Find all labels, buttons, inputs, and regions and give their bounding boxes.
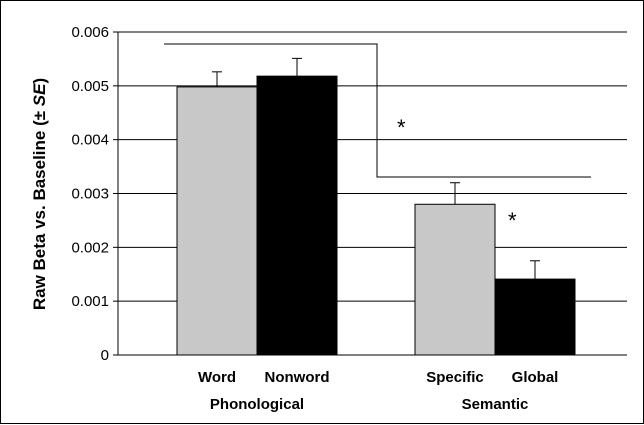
y-tick-label: 0.005 bbox=[71, 78, 109, 95]
y-axis-label-main: Raw Beta vs. Baseline (± bbox=[30, 106, 49, 310]
bar-nonword bbox=[256, 75, 338, 356]
bar-label-global: Global bbox=[512, 369, 559, 386]
bar-global bbox=[494, 278, 576, 356]
significance-bracket-main bbox=[164, 43, 591, 178]
error-bars bbox=[212, 57, 540, 280]
y-tick-labels: 0 0.001 0.002 0.003 0.004 0.005 0.006 bbox=[71, 24, 118, 364]
bar-label-word: Word bbox=[198, 369, 236, 386]
y-axis-label-se: SE bbox=[30, 83, 49, 106]
y-tick-label: 0.004 bbox=[71, 132, 109, 149]
y-tick-label: 0.001 bbox=[71, 293, 109, 310]
group-label-semantic: Semantic bbox=[462, 396, 529, 413]
y-tick-label: 0 bbox=[101, 347, 109, 364]
significance-star-main: * bbox=[397, 115, 406, 140]
bar-word bbox=[176, 86, 258, 356]
category-labels: Word Nonword Phonological Specific Global Sem… bbox=[198, 369, 558, 413]
group-label-phonological: Phonological bbox=[210, 396, 304, 413]
bar-label-nonword: Nonword bbox=[265, 369, 330, 386]
y-tick-label: 0.002 bbox=[71, 239, 109, 256]
bar-specific bbox=[414, 203, 496, 356]
bar-label-specific: Specific bbox=[426, 369, 484, 386]
significance-star-semantic: * bbox=[508, 208, 517, 233]
y-tick-label: 0.006 bbox=[71, 24, 109, 41]
y-axis-label-close: ) bbox=[30, 78, 49, 84]
y-axis-label: Raw Beta vs. Baseline (± SE) bbox=[30, 78, 49, 310]
y-tick-label: 0.003 bbox=[71, 186, 109, 203]
